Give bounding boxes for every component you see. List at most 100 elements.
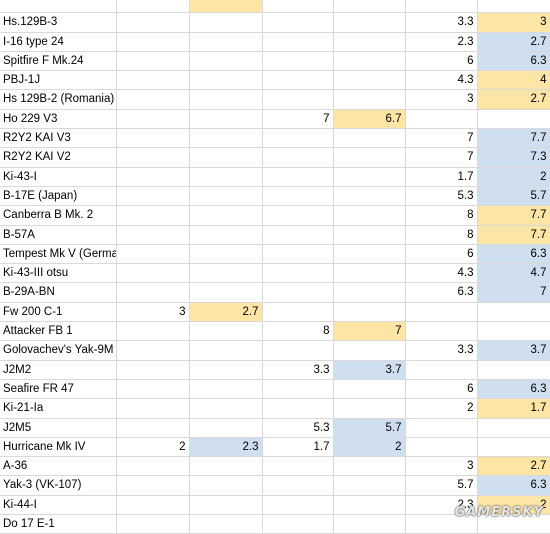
value-cell[interactable] bbox=[476, 359, 550, 380]
aircraft-name-cell[interactable]: Do 17 E-1 bbox=[0, 514, 117, 534]
value-cell[interactable]: 1.7 bbox=[476, 398, 550, 419]
value-cell[interactable] bbox=[332, 243, 406, 265]
value-cell[interactable] bbox=[115, 475, 190, 496]
value-cell[interactable] bbox=[188, 514, 263, 534]
value-cell[interactable]: 4 bbox=[476, 70, 550, 91]
value-cell[interactable] bbox=[332, 185, 406, 207]
aircraft-name-cell[interactable]: B-29A-BN bbox=[0, 282, 117, 303]
value-cell[interactable]: 7.7 bbox=[476, 205, 550, 226]
value-cell[interactable] bbox=[261, 224, 334, 245]
value-cell[interactable] bbox=[332, 89, 406, 110]
value-cell[interactable]: 3 bbox=[404, 456, 478, 477]
value-cell[interactable] bbox=[188, 50, 263, 72]
value-cell[interactable]: 3 bbox=[115, 301, 190, 323]
value-cell[interactable]: 3.3 bbox=[261, 359, 334, 380]
value-cell[interactable]: 3 bbox=[476, 12, 550, 33]
value-cell[interactable] bbox=[404, 301, 478, 323]
aircraft-name-cell[interactable]: Hurricane Mk IV bbox=[0, 436, 117, 458]
value-cell[interactable] bbox=[476, 108, 550, 130]
value-cell[interactable] bbox=[332, 282, 406, 303]
value-cell[interactable]: 2 bbox=[476, 494, 550, 516]
value-cell[interactable] bbox=[476, 321, 550, 342]
value-cell[interactable] bbox=[332, 166, 406, 187]
aircraft-name-cell[interactable]: I-16 type 24 bbox=[0, 31, 117, 52]
value-cell[interactable] bbox=[115, 321, 190, 342]
value-cell[interactable] bbox=[188, 321, 263, 342]
value-cell[interactable] bbox=[115, 340, 190, 361]
value-cell[interactable] bbox=[332, 456, 406, 477]
value-cell[interactable]: 2.3 bbox=[404, 31, 478, 52]
value-cell[interactable] bbox=[332, 263, 406, 284]
aircraft-name-cell[interactable]: R2Y2 KAI V2 bbox=[0, 147, 117, 168]
aircraft-name-cell[interactable]: Ki-43-I bbox=[0, 166, 117, 187]
value-cell[interactable]: 4.7 bbox=[476, 263, 550, 284]
value-cell[interactable] bbox=[115, 50, 190, 72]
value-cell[interactable] bbox=[261, 494, 334, 516]
value-cell[interactable] bbox=[261, 282, 334, 303]
value-cell[interactable]: 7.7 bbox=[476, 224, 550, 245]
value-cell[interactable]: 3.3 bbox=[404, 340, 478, 361]
value-cell[interactable] bbox=[188, 475, 263, 496]
value-cell[interactable] bbox=[188, 282, 263, 303]
value-cell[interactable] bbox=[261, 340, 334, 361]
value-cell[interactable] bbox=[261, 166, 334, 187]
value-cell[interactable]: 3.3 bbox=[404, 12, 478, 33]
value-cell[interactable]: 7 bbox=[476, 282, 550, 303]
value-cell[interactable] bbox=[332, 12, 406, 33]
value-cell[interactable] bbox=[188, 224, 263, 245]
value-cell[interactable]: 5.3 bbox=[261, 417, 334, 438]
value-cell[interactable] bbox=[115, 359, 190, 380]
value-cell[interactable]: 6.7 bbox=[332, 108, 406, 130]
aircraft-name-cell[interactable]: Ki-44-I bbox=[0, 494, 117, 516]
value-cell[interactable]: 1.7 bbox=[404, 166, 478, 187]
value-cell[interactable] bbox=[188, 147, 263, 168]
value-cell[interactable] bbox=[115, 417, 190, 438]
value-cell[interactable] bbox=[332, 494, 406, 516]
aircraft-name-cell[interactable]: Hs.129B-3 bbox=[0, 12, 117, 33]
value-cell[interactable] bbox=[115, 185, 190, 207]
aircraft-name-cell[interactable]: Yak-3 (VK-107) bbox=[0, 475, 117, 496]
value-cell[interactable] bbox=[261, 456, 334, 477]
value-cell[interactable]: 5.7 bbox=[476, 185, 550, 207]
aircraft-name-cell[interactable]: Fw 200 C-1 bbox=[0, 301, 117, 323]
value-cell[interactable] bbox=[115, 12, 190, 33]
value-cell[interactable]: 7.7 bbox=[476, 128, 550, 149]
aircraft-name-cell[interactable]: A-36 bbox=[0, 456, 117, 477]
value-cell[interactable] bbox=[188, 31, 263, 52]
aircraft-name-cell[interactable]: Seafire FR 47 bbox=[0, 378, 117, 400]
value-cell[interactable] bbox=[188, 378, 263, 400]
value-cell[interactable]: 3.7 bbox=[476, 340, 550, 361]
value-cell[interactable] bbox=[115, 224, 190, 245]
value-cell[interactable]: 5.7 bbox=[404, 475, 478, 496]
value-cell[interactable] bbox=[115, 0, 190, 14]
value-cell[interactable] bbox=[188, 494, 263, 516]
aircraft-name-cell[interactable]: B-17E (Japan) bbox=[0, 185, 117, 207]
value-cell[interactable]: 6.3 bbox=[476, 475, 550, 496]
value-cell[interactable] bbox=[188, 108, 263, 130]
value-cell[interactable] bbox=[188, 205, 263, 226]
aircraft-name-cell[interactable]: Ho 229 V3 bbox=[0, 108, 117, 130]
value-cell[interactable]: 7 bbox=[332, 321, 406, 342]
value-cell[interactable]: 2.3 bbox=[404, 494, 478, 516]
value-cell[interactable] bbox=[115, 398, 190, 419]
value-cell[interactable] bbox=[332, 514, 406, 534]
value-cell[interactable]: 4.3 bbox=[404, 263, 478, 284]
value-cell[interactable] bbox=[115, 456, 190, 477]
value-cell[interactable]: 6.3 bbox=[476, 243, 550, 265]
value-cell[interactable] bbox=[188, 456, 263, 477]
value-cell[interactable] bbox=[115, 243, 190, 265]
value-cell[interactable]: 2.7 bbox=[476, 456, 550, 477]
value-cell[interactable]: 5.3 bbox=[404, 185, 478, 207]
value-cell[interactable] bbox=[261, 185, 334, 207]
value-cell[interactable] bbox=[261, 205, 334, 226]
value-cell[interactable] bbox=[332, 50, 406, 72]
value-cell[interactable] bbox=[404, 108, 478, 130]
value-cell[interactable]: 2.7 bbox=[188, 301, 263, 323]
aircraft-name-cell[interactable]: R2Y2 KAI V3 bbox=[0, 128, 117, 149]
value-cell[interactable] bbox=[261, 514, 334, 534]
aircraft-name-cell[interactable]: J2M2 bbox=[0, 359, 117, 380]
value-cell[interactable]: 2.7 bbox=[476, 89, 550, 110]
value-cell[interactable]: 6.3 bbox=[476, 378, 550, 400]
value-cell[interactable] bbox=[332, 31, 406, 52]
value-cell[interactable] bbox=[188, 243, 263, 265]
